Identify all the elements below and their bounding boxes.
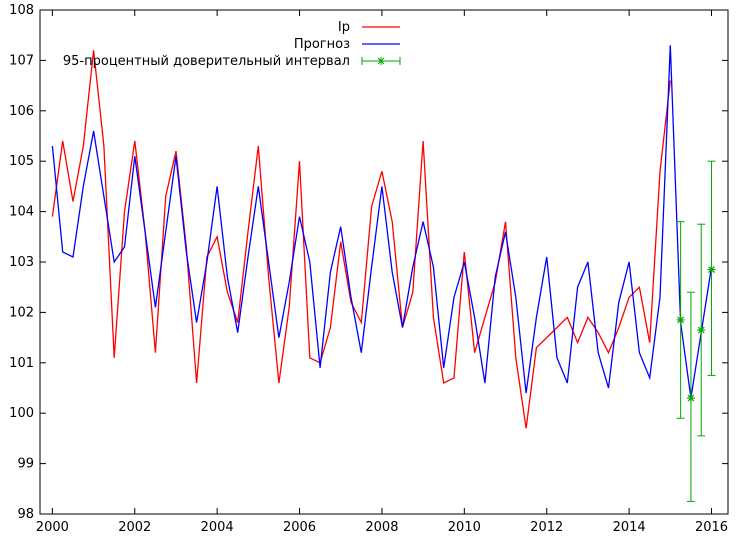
plot-frame (39, 9, 729, 515)
error-bar-point-0 (676, 315, 685, 324)
y-tick-label-1: 99 (17, 457, 34, 472)
x-tick-label-6: 2012 (530, 520, 563, 535)
error-bar-2 (697, 223, 706, 437)
error-bar-point-3 (707, 265, 716, 274)
error-bar-1 (686, 291, 695, 502)
legend-label-1: Прогноз (294, 37, 350, 52)
x-tick-label-1: 2002 (118, 520, 151, 535)
y-tick-label-2: 100 (9, 406, 34, 421)
x-tick-label-5: 2010 (448, 520, 481, 535)
series-line-0 (51, 50, 671, 429)
y-tick-label-4: 102 (9, 305, 34, 320)
x-tick-label-2: 2004 (201, 520, 234, 535)
x-tick-label-7: 2014 (613, 520, 646, 535)
y-tick-label-8: 106 (9, 104, 34, 119)
y-tick-label-3: 101 (9, 356, 34, 371)
y-tick-label-0: 98 (17, 507, 34, 522)
error-bar-point-1 (686, 394, 695, 403)
x-tick-label-8: 2016 (695, 520, 728, 535)
legend-label-2: 95-процентный доверительный интервал (63, 54, 350, 69)
y-tick-label-5: 103 (9, 255, 34, 270)
y-tick-label-9: 107 (9, 53, 34, 68)
x-tick-label-4: 2008 (365, 520, 398, 535)
x-tick-label-0: 2000 (36, 520, 69, 535)
x-tick-label-3: 2006 (283, 520, 316, 535)
y-tick-label-6: 104 (9, 205, 34, 220)
error-bar-3 (707, 160, 716, 376)
star-d2-3 (708, 266, 715, 273)
y-tick-label-10: 108 (9, 3, 34, 18)
error-bar-point-2 (697, 326, 706, 335)
star-d2-2 (697, 326, 705, 334)
series-line-1 (51, 45, 713, 399)
y-tick-label-7: 105 (9, 154, 34, 169)
legend-label-0: Ip (338, 20, 350, 35)
error-bar-0 (676, 221, 685, 419)
star-d2-1 (687, 394, 695, 402)
legend-star-d2 (377, 57, 385, 65)
star-d2-0 (677, 316, 685, 324)
